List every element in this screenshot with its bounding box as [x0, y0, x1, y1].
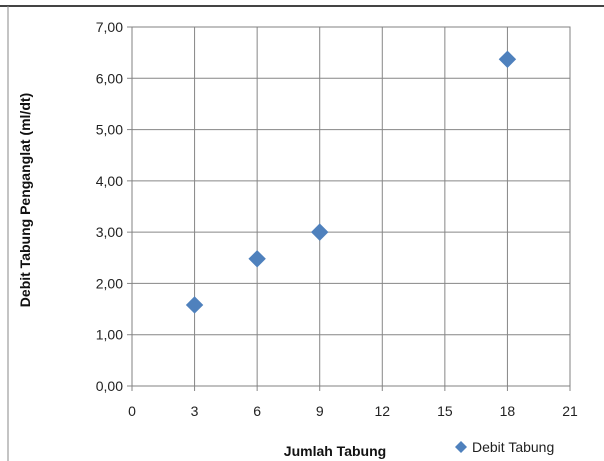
y-tick-label: 6,00: [96, 70, 123, 86]
x-tick-label: 3: [191, 403, 199, 419]
x-tick-label: 21: [562, 403, 578, 419]
x-tick-label: 12: [374, 403, 390, 419]
data-point-marker: [248, 250, 266, 268]
legend-marker-diamond: [455, 441, 467, 453]
x-tick-label: 6: [253, 403, 261, 419]
y-axis-title: Debit Tabung Penganglat (ml/dt): [17, 93, 33, 307]
x-tick-label: 15: [437, 403, 453, 419]
x-tick-label: 18: [500, 403, 516, 419]
y-tick-label: 7,00: [96, 19, 123, 35]
data-points: [185, 50, 517, 314]
legend: Debit Tabung: [455, 439, 554, 455]
y-axis-ticks: 0,00 1,00 2,00 3,00 4,00 5,00 6,00 7,00: [96, 19, 132, 394]
grid-lines: [131, 26, 571, 387]
y-tick-label: 4,00: [96, 173, 123, 189]
data-point-marker: [311, 223, 329, 241]
legend-label: Debit Tabung: [472, 439, 554, 455]
data-point-marker: [185, 296, 204, 314]
data-point-marker: [498, 50, 517, 69]
y-tick-label: 1,00: [96, 327, 123, 343]
x-tick-label: 0: [128, 403, 136, 419]
y-tick-label: 3,00: [96, 224, 123, 240]
plot-area-border: [131, 26, 571, 387]
x-axis-title: Jumlah Tabung: [284, 443, 386, 459]
x-axis-ticks: 0 3 6 9 12 15 18 21: [128, 386, 578, 419]
y-tick-label: 0,00: [96, 378, 123, 394]
x-tick-label: 9: [316, 403, 324, 419]
y-tick-label: 2,00: [96, 275, 123, 291]
y-tick-label: 5,00: [96, 122, 123, 138]
